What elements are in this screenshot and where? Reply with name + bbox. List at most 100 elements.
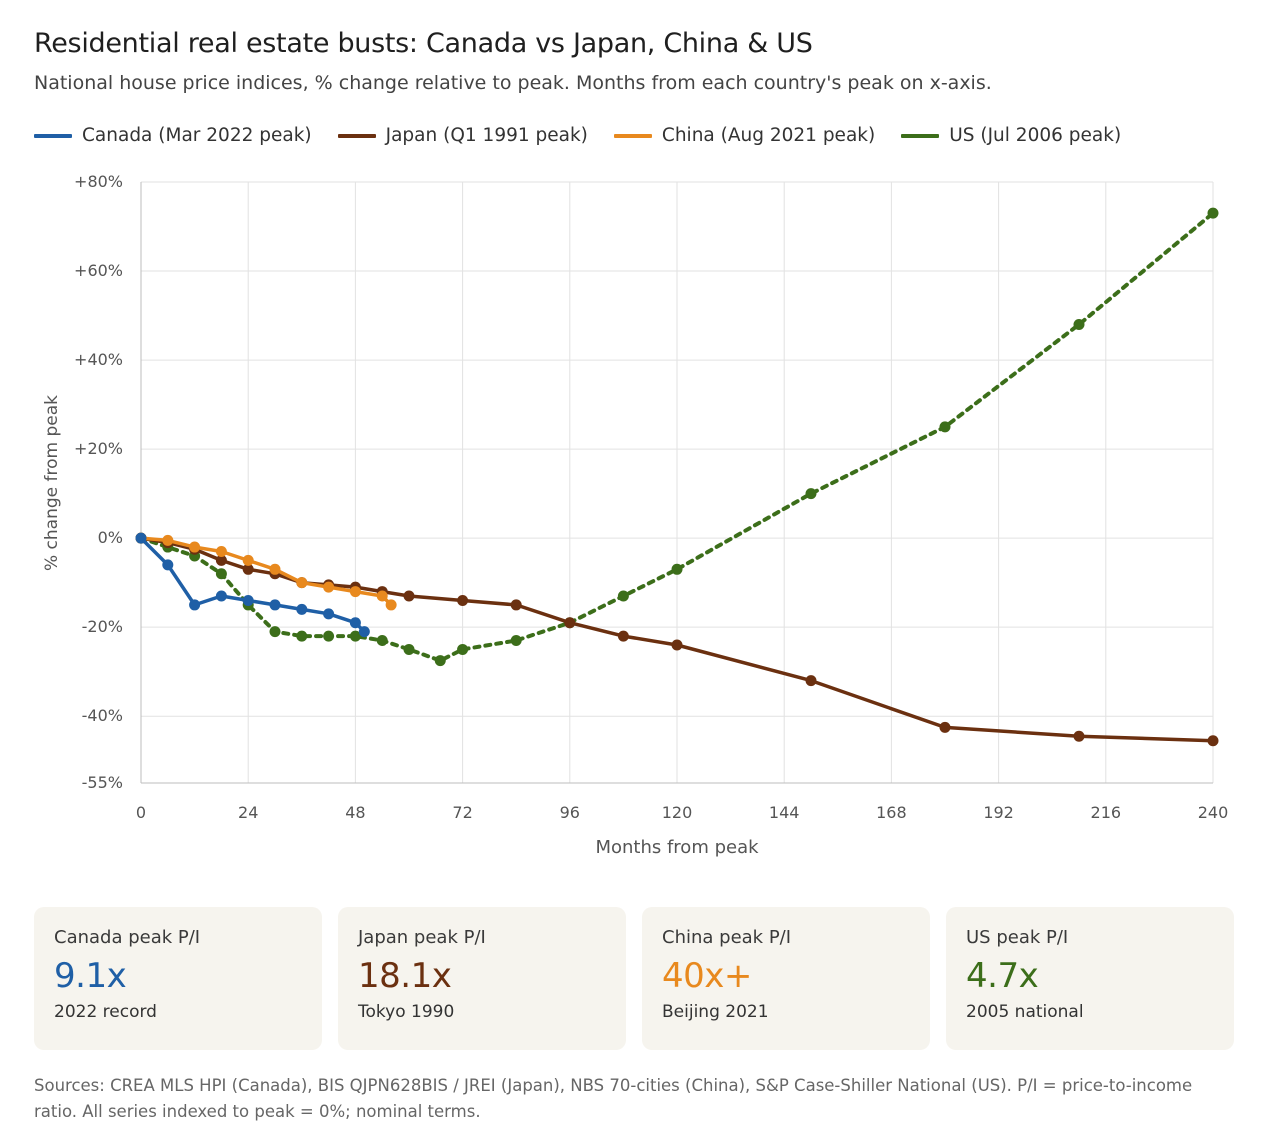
data-point-canada (323, 608, 335, 620)
stat-card-value: 9.1x (54, 956, 127, 996)
series-line-canada (139, 536, 367, 634)
stat-card-note: 2005 national (966, 1002, 1084, 1022)
sources-footnote: Sources: CREA MLS HPI (Canada), BIS QJPN… (34, 1076, 1193, 1121)
y-tick-label: +40% (74, 350, 123, 369)
x-tick-label: 24 (238, 803, 258, 822)
x-tick-label: 192 (983, 803, 1014, 822)
data-point-canada (242, 594, 254, 606)
data-point-china (349, 586, 361, 598)
stat-card-value: 4.7x (966, 956, 1039, 996)
y-tick-label: 0% (98, 528, 123, 547)
y-tick-label: +60% (74, 261, 123, 280)
y-axis-label: % change from peak (42, 395, 62, 571)
data-point-china (323, 581, 335, 593)
series-canada (135, 532, 370, 638)
data-point-canada (189, 599, 201, 611)
legend-swatch-china (613, 133, 652, 138)
data-point-us (510, 635, 522, 647)
x-tick-label: 0 (136, 803, 146, 822)
x-tick-label: 168 (876, 803, 907, 822)
x-tick-label: 120 (662, 803, 693, 822)
data-point-japan (805, 675, 817, 687)
data-point-china (385, 599, 397, 611)
data-point-japan (215, 554, 227, 566)
stat-card-us: US peak P/I 4.7x 2005 national (946, 907, 1234, 1050)
data-point-china (215, 546, 227, 558)
data-point-japan (617, 630, 629, 642)
data-point-china (189, 541, 201, 553)
y-tick-label: -40% (82, 706, 123, 725)
stat-card-china: China peak P/I 40x+ Beijing 2021 (642, 907, 930, 1050)
data-point-us (323, 630, 335, 642)
data-point-japan (1073, 730, 1085, 742)
data-point-us (269, 626, 281, 638)
data-point-japan (939, 721, 951, 733)
data-point-us (671, 563, 683, 575)
data-point-us (434, 655, 446, 667)
chart-title: Residential real estate busts: Canada vs… (34, 28, 813, 59)
data-point-canada (296, 603, 308, 615)
data-point-canada (162, 559, 174, 571)
legend-swatch-japan (337, 133, 376, 138)
legend-item-china: China (Aug 2021 peak) (613, 125, 876, 146)
data-point-canada (135, 532, 147, 544)
data-point-japan (671, 639, 683, 651)
chart-subtitle: National house price indices, % change r… (34, 72, 992, 94)
data-point-us (296, 630, 308, 642)
data-point-us (1207, 207, 1219, 219)
data-point-us (215, 568, 227, 580)
legend-item-canada: Canada (Mar 2022 peak) (34, 125, 312, 146)
stat-cards: Canada peak P/I 9.1x 2022 record Japan p… (34, 907, 1234, 1050)
stat-card-label: Japan peak P/I (358, 927, 486, 948)
x-tick-label: 96 (560, 803, 580, 822)
series-china (135, 532, 397, 611)
legend-label-china: China (Aug 2021 peak) (661, 125, 876, 146)
data-point-japan (1207, 735, 1219, 747)
stat-card-label: US peak P/I (966, 927, 1069, 948)
data-point-us (805, 488, 817, 500)
legend-label-us: US (Jul 2006 peak) (949, 125, 1122, 146)
stat-card-japan: Japan peak P/I 18.1x Tokyo 1990 (338, 907, 626, 1050)
grid-layer (140, 181, 1214, 784)
data-point-us (349, 630, 361, 642)
x-tick-label: 72 (452, 803, 472, 822)
data-point-china (162, 534, 174, 546)
stat-card-canada: Canada peak P/I 9.1x 2022 record (34, 907, 322, 1050)
y-tick-label: -20% (82, 617, 123, 636)
stat-card-value: 18.1x (358, 956, 452, 996)
x-axis-label: Months from peak (595, 837, 759, 858)
y-tick-label: +20% (74, 439, 123, 458)
stat-card-note: Tokyo 1990 (358, 1002, 455, 1022)
y-tick-label: -55% (82, 773, 123, 792)
stat-card-label: Canada peak P/I (54, 927, 201, 948)
legend-item-us: US (Jul 2006 peak) (901, 125, 1121, 146)
data-point-china (376, 590, 388, 602)
data-point-japan (242, 563, 254, 575)
x-tick-label: 216 (1091, 803, 1122, 822)
data-point-us (939, 421, 951, 433)
x-tick-label: 240 (1198, 803, 1229, 822)
data-point-china (269, 563, 281, 575)
stat-card-note: 2022 record (54, 1002, 157, 1022)
data-point-us (376, 635, 388, 647)
stat-card-value: 40x+ (662, 956, 752, 996)
data-point-us (1073, 318, 1085, 330)
data-point-canada (358, 626, 370, 638)
series-layer (135, 207, 1219, 747)
legend-swatch-us (901, 133, 940, 138)
stat-card-label: China peak P/I (662, 927, 792, 948)
data-point-china (296, 577, 308, 589)
data-point-us (617, 590, 629, 602)
legend-swatch-canada (34, 133, 72, 138)
data-point-japan (564, 617, 576, 629)
data-point-us (403, 643, 415, 655)
line-chart: 0 24 48 72 96 120 144 168 192 216 240 +80% +60% +40% +… (42, 172, 1228, 858)
data-point-japan (403, 590, 415, 602)
legend-item-japan: Japan (Q1 1991 peak) (337, 125, 588, 146)
data-point-canada (269, 599, 281, 611)
data-point-japan (510, 599, 522, 611)
y-tick-label: +80% (74, 172, 123, 191)
axis-layer: 0 24 48 72 96 120 144 168 192 216 240 +80% +60% +40% +… (74, 172, 1228, 822)
x-tick-label: 144 (769, 803, 800, 822)
data-point-china (242, 554, 254, 566)
